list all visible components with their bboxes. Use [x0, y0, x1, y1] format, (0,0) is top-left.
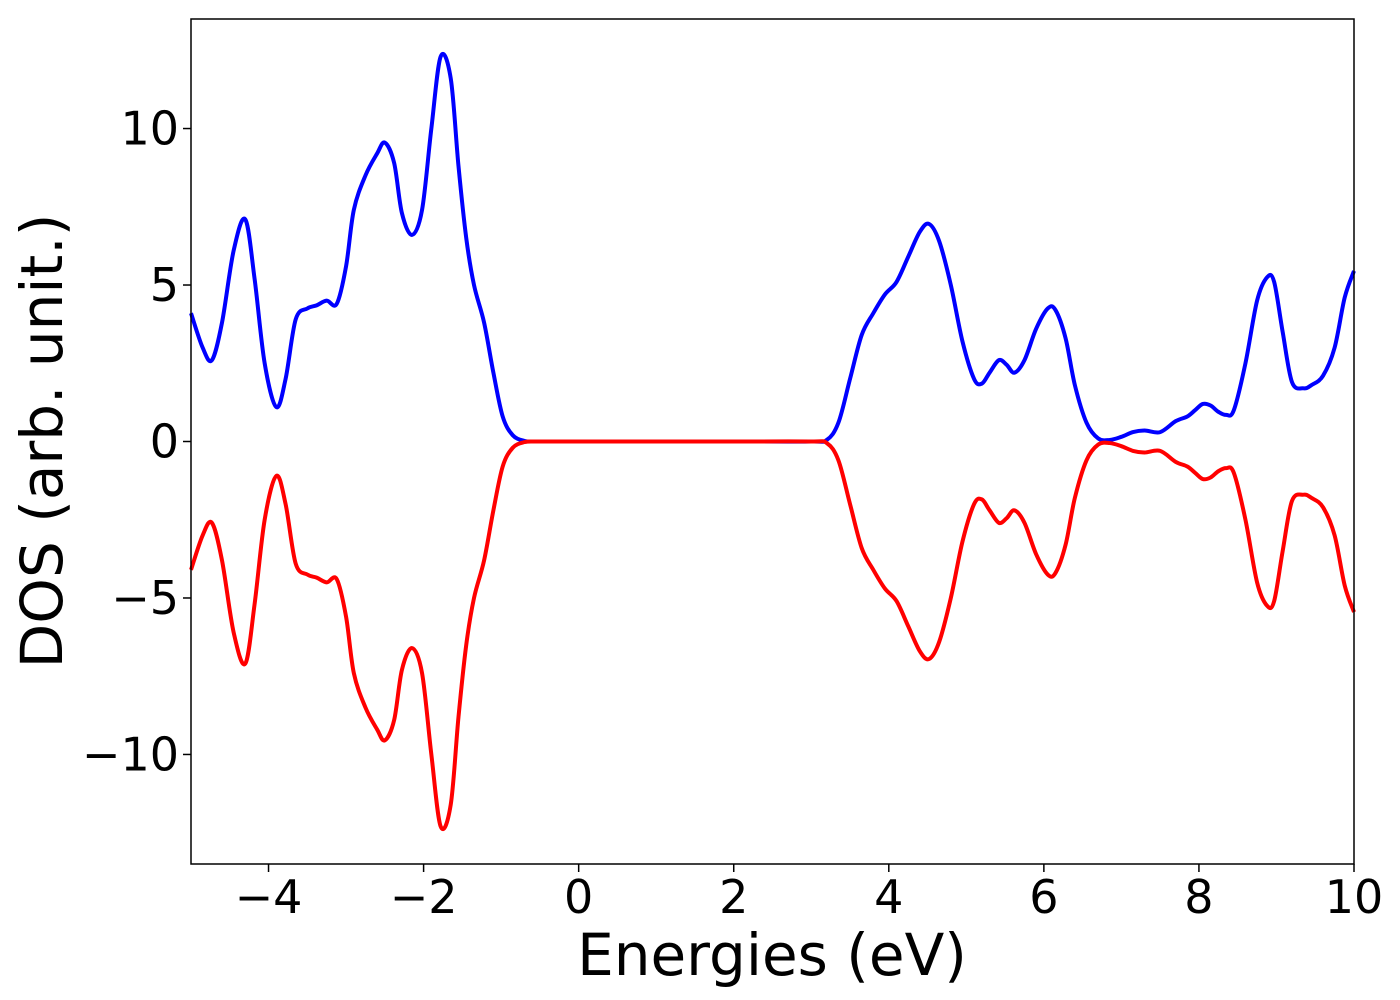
- x-tick-label: 2: [719, 870, 748, 924]
- dos-series-line-1: [189, 51, 1356, 444]
- x-tick-label: −2: [390, 870, 458, 924]
- x-tick-label: 6: [1029, 870, 1058, 924]
- y-tick-label: −5: [111, 571, 179, 625]
- x-tick-label: 8: [1184, 870, 1213, 924]
- series-layer: [189, 51, 1356, 832]
- x-tick-label: −4: [235, 870, 303, 924]
- x-tick-label: 4: [874, 870, 903, 924]
- dos-series-line-2: [189, 439, 1356, 832]
- y-tick-label: −10: [82, 727, 179, 781]
- y-tick-label: 10: [120, 102, 179, 156]
- y-axis-label: DOS (arb. unit.): [8, 214, 76, 669]
- y-tick-label: 0: [150, 415, 179, 469]
- x-axis-label: Energies (eV): [577, 921, 967, 989]
- y-tick-label: 5: [150, 258, 179, 312]
- x-tick-label: 0: [564, 870, 593, 924]
- ticks-layer: −4 −2 0 2 4 6 8 10 −10 −5 0 5 10: [82, 102, 1383, 924]
- x-tick-label: 10: [1325, 870, 1384, 924]
